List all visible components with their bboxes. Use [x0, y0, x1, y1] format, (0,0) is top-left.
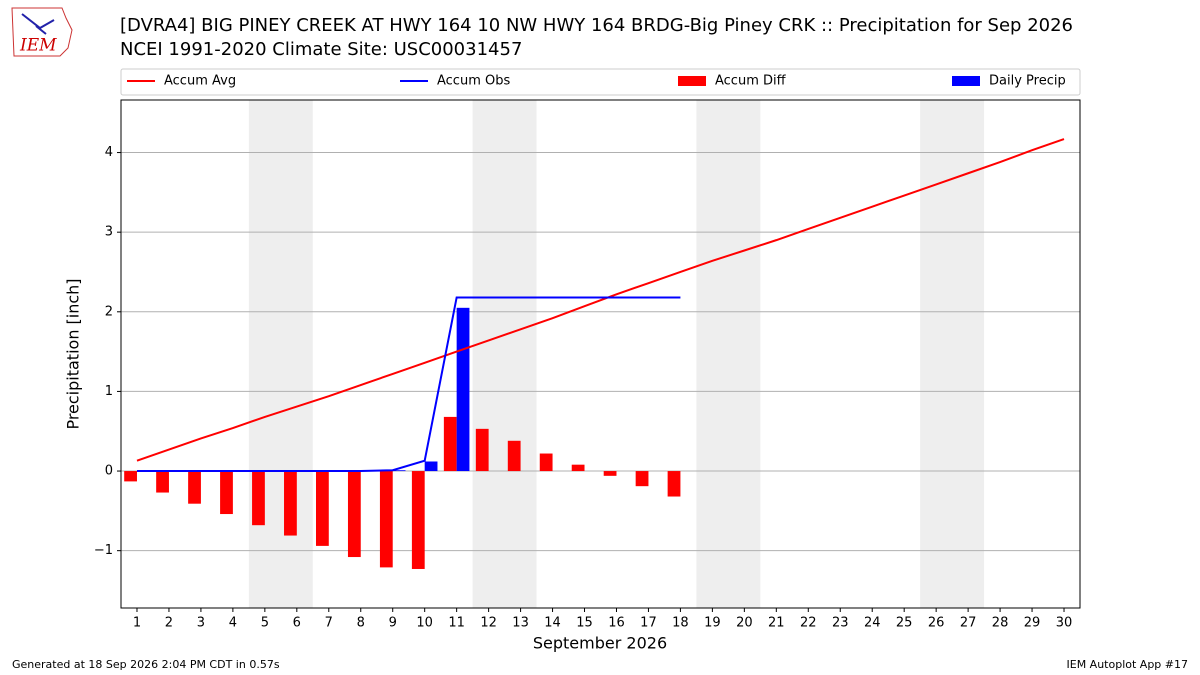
x-tick-label: 23 — [832, 616, 849, 631]
x-tick-label: 27 — [960, 616, 977, 631]
x-tick-label: 12 — [480, 616, 497, 631]
bar — [667, 471, 681, 497]
bar — [392, 470, 406, 472]
x-tick-label: 10 — [416, 616, 433, 631]
bar — [571, 464, 585, 472]
logo-text: IEM — [19, 36, 57, 56]
x-tick-label: 6 — [293, 616, 301, 631]
footer-left: Generated at 18 Sep 2026 2:04 PM CDT in … — [12, 658, 280, 671]
bar — [424, 461, 438, 472]
x-tick-label: 21 — [768, 616, 785, 631]
y-tick-label: −1 — [94, 543, 113, 558]
logo-icon — [21, 13, 55, 35]
weekend-shade — [920, 100, 985, 608]
x-tick-label: 3 — [197, 616, 205, 631]
bar — [220, 471, 233, 515]
bar — [443, 416, 457, 472]
x-tick-label: 7 — [325, 616, 333, 631]
weekend-shade — [248, 100, 313, 608]
line — [136, 138, 1065, 462]
bar — [284, 471, 297, 536]
bar — [124, 471, 137, 482]
x-tick-label: 25 — [896, 616, 913, 631]
x-tick-label: 19 — [704, 616, 721, 631]
x-tick-label: 17 — [640, 616, 657, 631]
legend-box — [120, 68, 1081, 96]
footer-right: IEM Autoplot App #17 — [1067, 658, 1189, 671]
x-tick-label: 14 — [544, 616, 561, 631]
x-tick-label: 1 — [133, 616, 141, 631]
bar — [156, 471, 169, 493]
logo: IEM — [11, 7, 73, 57]
x-axis-label: September 2026 — [533, 634, 667, 653]
x-tick-label: 13 — [512, 616, 529, 631]
x-tick-label: 15 — [576, 616, 593, 631]
bar — [188, 471, 201, 504]
y-tick-label: 3 — [105, 225, 113, 240]
bar — [539, 453, 553, 472]
x-tick-label: 28 — [992, 616, 1009, 631]
legend-swatch — [678, 76, 706, 86]
y-tick-label: 2 — [105, 304, 113, 319]
legend-label: Accum Diff — [715, 74, 787, 89]
x-tick-label: 30 — [1056, 616, 1073, 631]
legend-swatch — [952, 76, 980, 86]
bar — [411, 471, 425, 569]
chart-title: [DVRA4] BIG PINEY CREEK AT HWY 164 10 NW… — [120, 15, 1073, 36]
bar — [635, 471, 649, 487]
x-tick-label: 26 — [928, 616, 945, 631]
bar — [347, 471, 361, 558]
x-tick-label: 4 — [229, 616, 237, 631]
x-tick-label: 9 — [389, 616, 397, 631]
x-tick-label: 20 — [736, 616, 753, 631]
bar — [315, 471, 329, 546]
line — [136, 296, 681, 473]
x-tick-label: 29 — [1024, 616, 1041, 631]
bar — [252, 471, 265, 526]
x-tick-label: 5 — [261, 616, 269, 631]
y-axis-label: Precipitation [inch] — [64, 278, 83, 429]
weekend-shade — [472, 100, 537, 608]
y-tick-label: 0 — [105, 464, 113, 479]
bar — [456, 307, 470, 472]
weekend-shade — [696, 100, 761, 608]
x-tick-label: 2 — [165, 616, 173, 631]
y-tick-label: 4 — [105, 145, 113, 160]
legend-label: Accum Avg — [164, 74, 236, 89]
x-tick-label: 24 — [864, 616, 881, 631]
x-tick-label: 8 — [357, 616, 365, 631]
y-tick-label: 1 — [105, 384, 113, 399]
x-tick-label: 18 — [672, 616, 689, 631]
bar — [603, 471, 617, 476]
plot-frame — [120, 99, 1081, 609]
bar — [507, 440, 521, 472]
legend-label: Accum Obs — [437, 74, 510, 89]
x-tick-label: 16 — [608, 616, 625, 631]
bar — [475, 428, 489, 472]
legend-label: Daily Precip — [989, 74, 1066, 89]
chart-subtitle: NCEI 1991-2020 Climate Site: USC00031457 — [120, 39, 522, 60]
x-tick-label: 22 — [800, 616, 817, 631]
bar — [379, 471, 393, 568]
x-tick-label: 11 — [448, 616, 465, 631]
